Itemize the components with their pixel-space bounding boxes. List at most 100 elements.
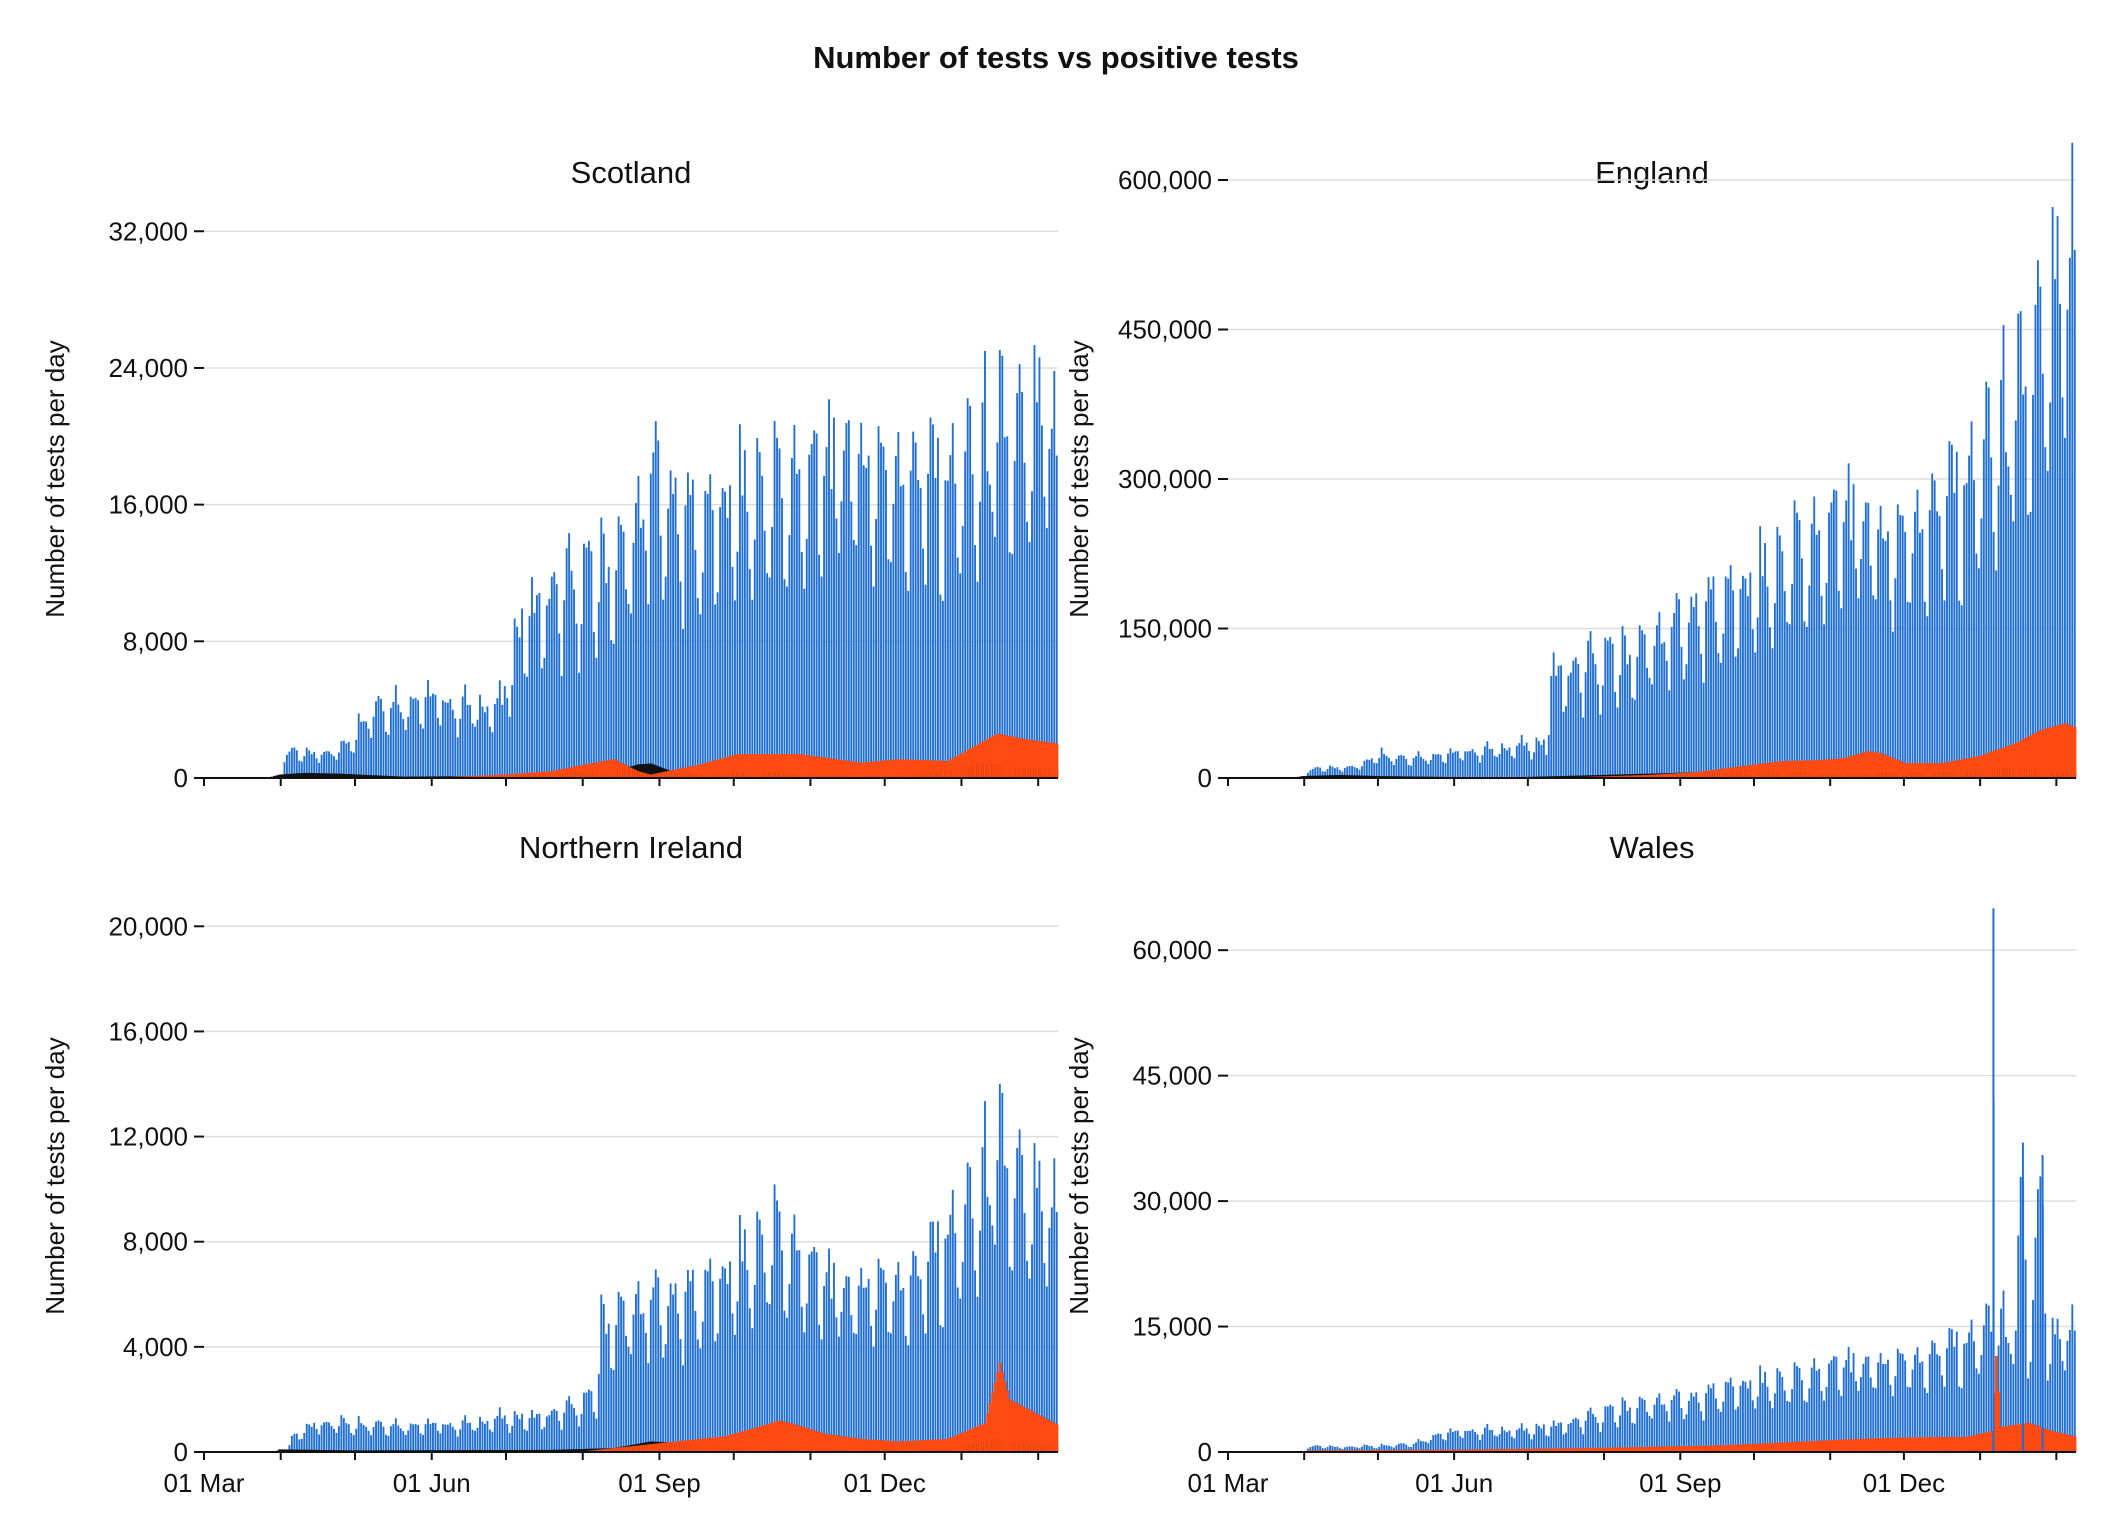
bar-tests [402,719,405,778]
bar-positive [565,768,569,778]
bar-tests [776,1200,778,1452]
bar-tests [1365,1444,1368,1452]
bar-positive [473,775,477,778]
bar-black [295,1449,299,1452]
bar-positive [902,759,905,778]
bar-tests [1434,1434,1437,1452]
bar-tests [674,1283,677,1452]
bar-tests [412,1424,415,1452]
bar-tests [370,737,373,778]
bar-positive [936,1439,940,1452]
bar-positive [1424,1449,1428,1452]
bar-tests [347,741,350,778]
bar-positive [1889,1437,1893,1452]
bar-positive [1751,764,1755,778]
y-tick-label: 20,000 [108,911,188,941]
bar-tests [625,1335,627,1452]
bar-tests [1783,591,1786,778]
bar-tests [1953,1346,1956,1452]
bar-tests [422,1434,425,1452]
bar-tests [1407,764,1410,778]
bar-tests [672,494,675,778]
bar-tests [1388,1445,1390,1452]
bar-tests [964,1204,967,1452]
bar-positive [2058,724,2062,778]
bar-tests [513,618,516,778]
bar-positive [1896,1437,1900,1452]
bar-positive [795,1425,799,1452]
bar-tests [464,684,467,778]
bar-positive [1707,1445,1711,1452]
bar-tests [474,726,476,778]
bar-tests [1707,1384,1710,1452]
bar-tests [1766,586,1769,778]
bar-positive [1053,1423,1056,1452]
bar-tests [1982,1325,1985,1452]
bar-positive [614,760,618,778]
bar-tests [1835,1356,1838,1452]
bar-tests [971,474,974,778]
bar-positive [1618,1447,1622,1452]
bar-tests [436,717,439,778]
bar-positive [493,774,497,778]
bar-tests [1921,529,1924,778]
bar-tests [1400,755,1403,778]
bar-tests [1845,1359,1848,1452]
bar-tests [699,1348,702,1452]
bar-positive [1771,762,1775,778]
bar-tests [2061,1361,2064,1452]
bar-tests [1965,1342,1968,1452]
bar-tests [382,1426,385,1452]
bar-black [1304,775,1308,778]
bar-positive [855,761,858,778]
bar-positive [743,754,747,778]
bar-tests [1599,1431,1602,1452]
bar-black [654,765,658,778]
bar-tests [1955,1331,1958,1452]
bar-positive [1849,755,1853,778]
bar-tests [976,1296,979,1452]
bar-black [350,774,353,778]
bar-positive [681,1440,685,1452]
bar-positive [976,744,980,778]
bar-positive [661,1442,665,1452]
bar-black [335,773,339,778]
bar-positive [1987,752,1991,778]
bar-tests [1781,1377,1784,1452]
bar-positive [2053,1431,2057,1452]
bar-positive [1741,765,1745,778]
bar-tests [2014,1330,2017,1452]
bar-tests [518,1418,521,1452]
bar-tests [2032,1300,2034,1452]
bar-tests [295,1433,298,1452]
bar-tests [610,640,613,778]
bar-tests [367,1430,370,1452]
bar-tests [1442,1439,1445,1452]
bar-tests [2073,1330,2076,1452]
bar-tests [352,1435,355,1452]
bar-tests [2012,1363,2015,1452]
bar-tests [1050,428,1053,778]
bar-positive [944,760,948,778]
bar-tests [464,1415,467,1452]
bar-tests [526,676,528,778]
bar-tests [721,1266,724,1452]
bar-tests [1459,1436,1462,1452]
bar-tests [667,508,670,778]
bar-positive [837,759,841,778]
bar-tests [1609,637,1612,778]
bar-tests [1818,530,1821,778]
bar-tests [1926,616,1929,778]
bar-positive [998,734,1002,778]
bar-positive [899,759,903,778]
bar-tests [1358,769,1361,778]
bar-positive [847,760,851,778]
bar-tests [1373,1447,1376,1452]
bar-positive [949,759,952,778]
bar-tests [479,694,481,778]
bar-tests [2068,257,2071,779]
bar-positive [1940,763,1944,778]
bar-positive [1840,1439,1843,1452]
bar-tests [620,1296,623,1452]
bar-positive [2019,1423,2023,1452]
